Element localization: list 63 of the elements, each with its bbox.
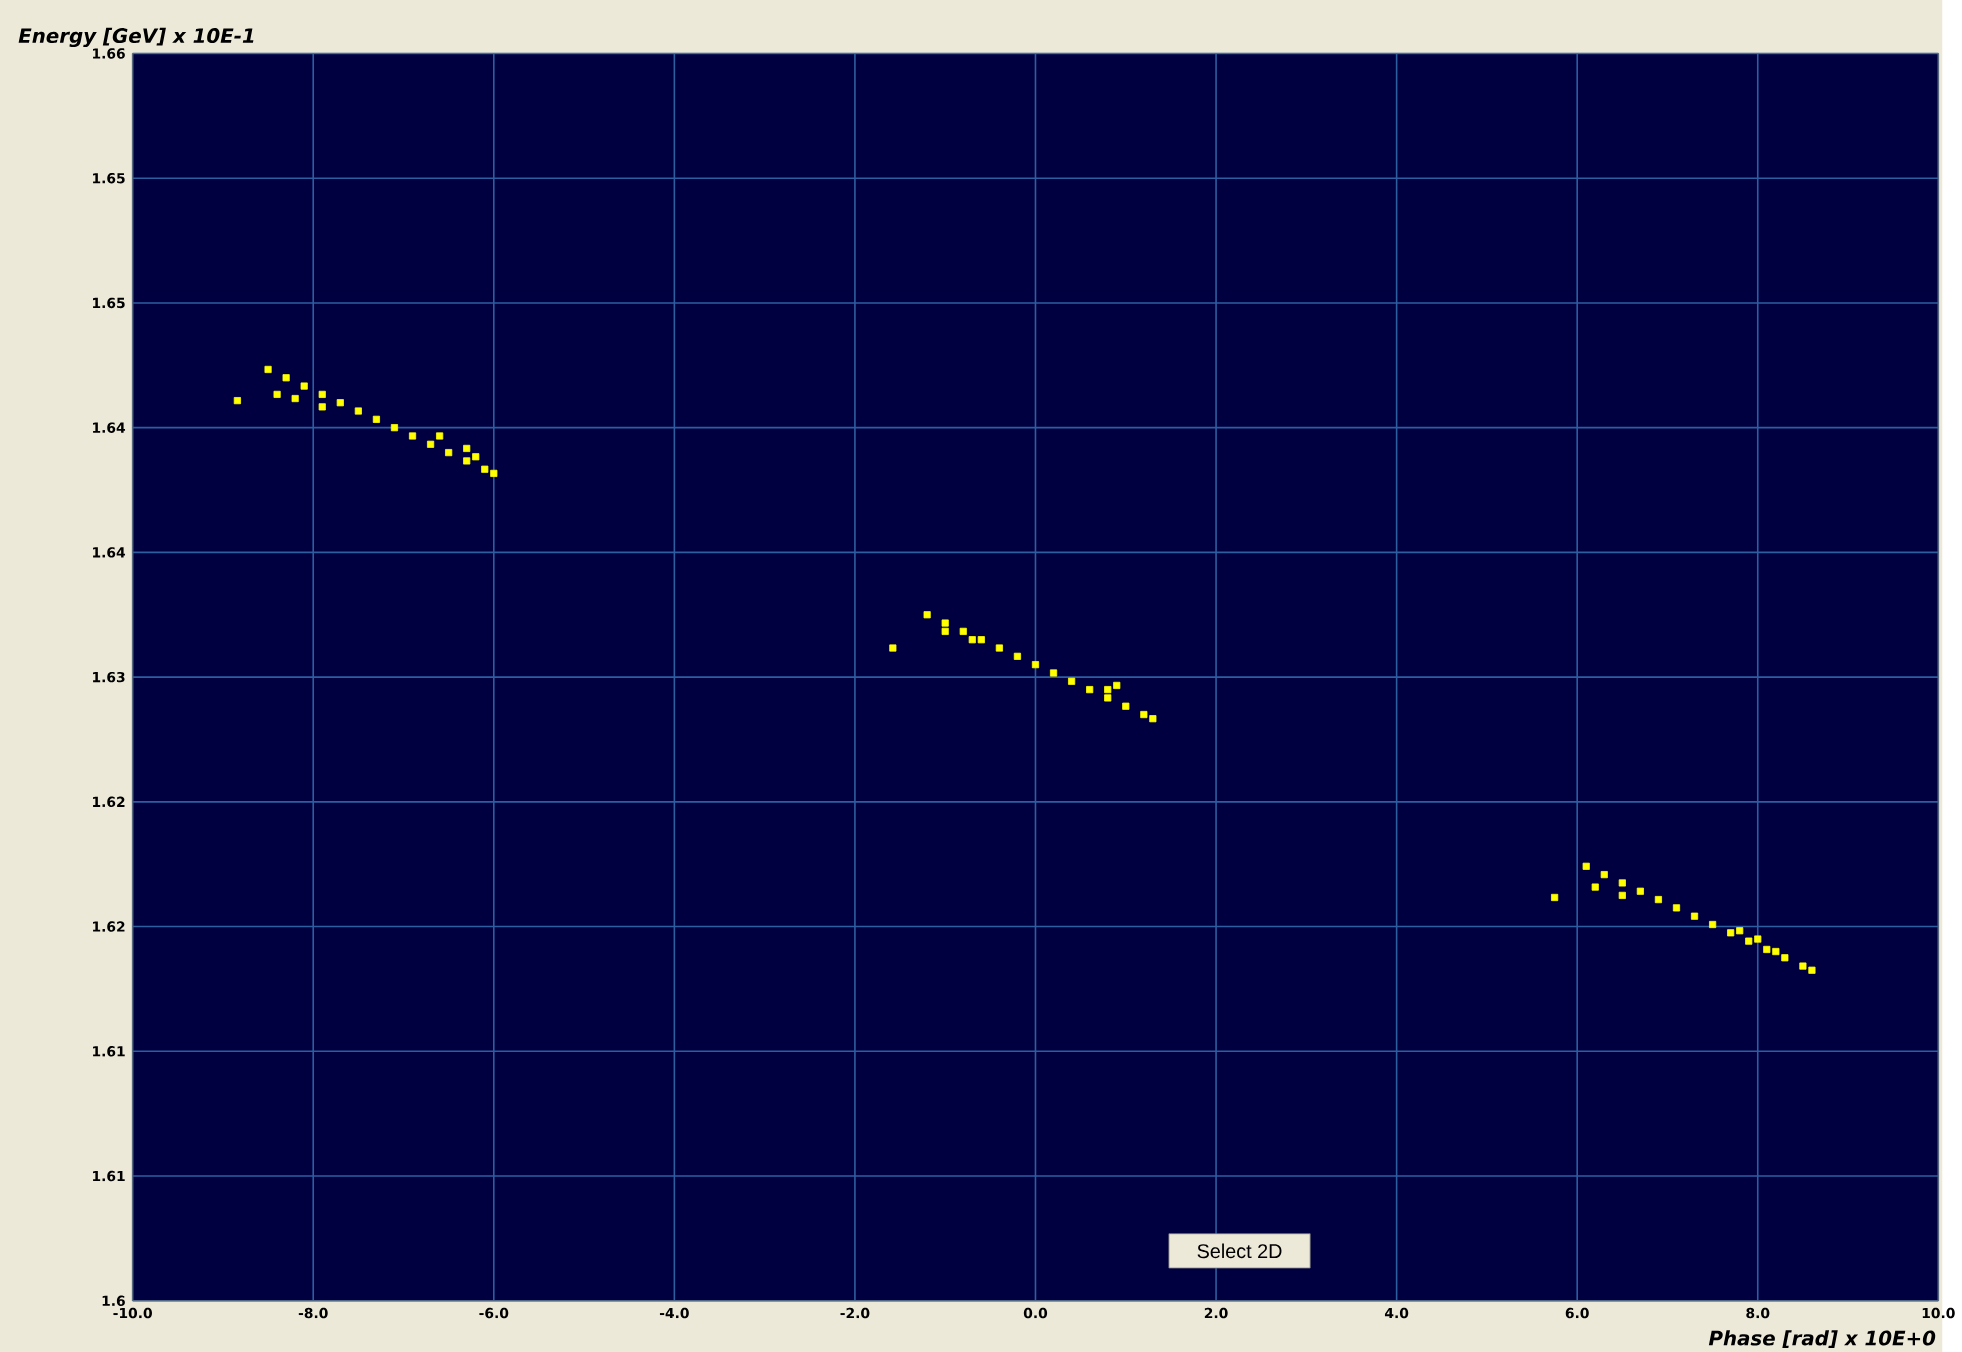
point [282,374,290,382]
point [481,465,489,473]
x-axis-title: Phase [rad] x 10E+0 [1708,1330,1936,1348]
point [968,636,976,644]
point [318,403,326,411]
point [1086,685,1094,694]
point [1618,879,1626,887]
point [1104,685,1112,694]
point [291,394,299,402]
point [1754,935,1762,943]
point [1636,887,1644,895]
point [923,611,931,619]
point [336,399,344,407]
point [1600,870,1608,879]
point [1104,694,1112,702]
point [318,390,326,398]
point [1049,669,1058,677]
y-axis-title: Energy [GeV] x 10E-1 [18,27,254,47]
point [390,423,399,432]
point [1808,966,1816,974]
point [959,627,967,635]
point [1582,862,1590,870]
point [941,627,949,635]
point [463,457,471,465]
point [1672,904,1681,912]
point [1709,920,1717,928]
point [372,415,380,423]
point [264,365,272,373]
point [408,432,417,440]
point [1122,702,1130,710]
point [977,636,985,644]
point [233,396,241,405]
point [1551,893,1559,901]
point [995,644,1003,652]
point [1031,660,1040,669]
point [1013,652,1021,660]
point [1149,715,1157,723]
point [490,469,498,477]
point [1654,895,1662,903]
point [1591,883,1599,891]
point [889,644,897,652]
point [1799,962,1807,970]
point [273,390,281,398]
point [1618,891,1626,899]
point [1781,954,1789,962]
point [1745,937,1753,945]
point [472,453,480,461]
point [445,448,453,457]
point [427,440,435,448]
point [941,619,949,627]
point [436,432,444,440]
point [1727,929,1735,937]
point [1140,710,1148,718]
point [1772,947,1780,955]
point [1068,677,1076,685]
point [1690,912,1699,920]
annotation: Select 2D [1197,1243,1282,1259]
point [1113,681,1121,689]
point [300,382,308,390]
point [1763,945,1771,953]
point [354,407,362,415]
point [463,444,471,452]
point [1736,927,1744,935]
